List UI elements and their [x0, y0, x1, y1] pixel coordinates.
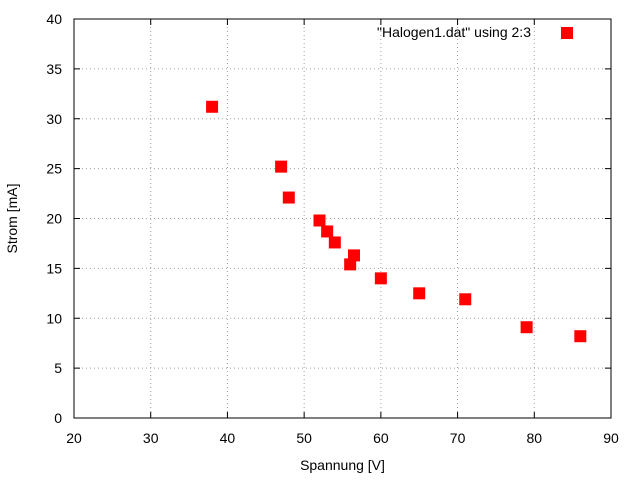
y-tick-label: 30 [46, 111, 62, 127]
y-tick-label: 25 [46, 161, 62, 177]
data-point [321, 225, 334, 238]
data-points [206, 100, 587, 343]
x-tick-label: 90 [603, 430, 619, 446]
data-point [313, 214, 326, 227]
axis-ticks [73, 18, 612, 419]
legend: "Halogen1.dat" using 2:3 [377, 24, 573, 40]
y-tick-label: 20 [46, 211, 62, 227]
data-point [520, 321, 533, 334]
legend-marker [561, 27, 573, 39]
grid-lines [74, 19, 611, 418]
data-point [348, 249, 361, 262]
data-point [328, 236, 341, 249]
data-point [413, 287, 426, 300]
y-tick-label: 10 [46, 310, 62, 326]
x-tick-label: 80 [526, 430, 542, 446]
y-tick-label: 35 [46, 61, 62, 77]
data-point [374, 272, 387, 285]
x-tick-label: 30 [143, 430, 159, 446]
y-tick-label: 40 [46, 11, 62, 27]
data-point [206, 100, 219, 113]
data-point [275, 160, 288, 173]
data-point [459, 293, 472, 306]
x-tick-label: 60 [373, 430, 389, 446]
data-point [574, 330, 587, 343]
y-tick-label: 15 [46, 260, 62, 276]
x-axis-label: Spannung [V] [300, 457, 385, 473]
y-tick-label: 0 [54, 410, 62, 426]
y-tick-label: 5 [54, 360, 62, 376]
x-tick-label: 50 [296, 430, 312, 446]
legend-label: "Halogen1.dat" using 2:3 [377, 24, 531, 40]
x-tick-label: 40 [220, 430, 236, 446]
x-tick-label: 20 [66, 430, 82, 446]
x-tick-labels: 20 30 40 50 60 70 80 90 [66, 430, 619, 446]
y-axis-label: Strom [mA] [4, 183, 20, 253]
x-tick-label: 70 [450, 430, 466, 446]
data-point [282, 191, 295, 204]
y-tick-labels: 0 5 10 15 20 25 30 35 40 [46, 11, 62, 426]
